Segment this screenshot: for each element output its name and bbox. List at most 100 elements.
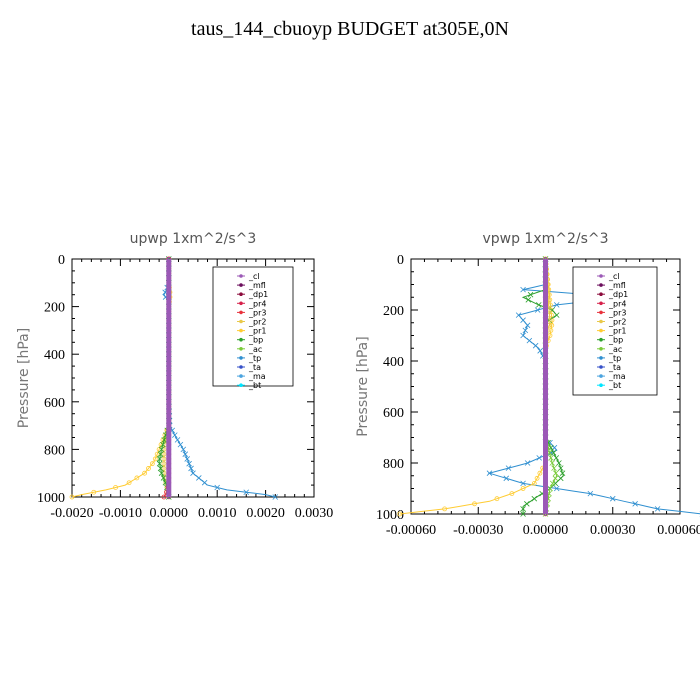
vpwp-marker-tp [520, 317, 526, 323]
upwp-legend-marker [239, 301, 243, 306]
vpwp-marker-cl [543, 308, 548, 312]
vpwp-legend-label: _bt [608, 381, 621, 390]
vpwp-legend-box [572, 266, 658, 396]
upwp-marker-cl [166, 485, 171, 490]
upwp-marker-cl [166, 295, 171, 299]
vpwp-marker-bp [553, 312, 560, 318]
vpwp-marker-bp [527, 291, 534, 298]
vpwp-legend-marker [599, 337, 603, 342]
upwp-marker-cl [166, 452, 171, 457]
vpwp-marker-cl [543, 333, 548, 338]
upwp-marker-tp [272, 494, 279, 500]
vpwp-marker-bp [550, 450, 557, 456]
upwp-marker-tp [188, 465, 194, 472]
vpwp-marker-ac [547, 485, 553, 492]
upwp-marker-tp [186, 460, 192, 467]
upwp-marker-cl [166, 480, 171, 485]
upwp-marker-cl [166, 404, 171, 409]
vpwp-marker-cl [543, 374, 548, 379]
chart-vpwp: vpwp 1xm^2/s^3 Pressure [hPa] 0 200 400 600 80… [355, 231, 700, 538]
upwp-marker-bp [161, 437, 168, 443]
upwp-marker-tp [243, 489, 250, 496]
vpwp-marker-ac [549, 460, 556, 466]
upwp-marker-cl [166, 461, 171, 466]
vpwp-marker-cl [543, 491, 548, 496]
vpwp-marker-cl [543, 379, 548, 384]
upwp-marker-pr1 [160, 437, 166, 443]
vpwp-marker-bp [531, 495, 538, 502]
vpwp-legend-label: _ac [608, 345, 622, 354]
upwp-marker-bp [157, 465, 164, 472]
vpwp-marker-cl [543, 313, 548, 318]
upwp-legend-label: _cl [248, 272, 260, 281]
upwp-marker-cl [166, 318, 171, 323]
vpwp-ytick-label: 800 [383, 457, 404, 472]
upwp-marker-cl [166, 442, 171, 447]
upwp-series-group [69, 256, 279, 500]
vpwp-marker-cl [543, 292, 548, 297]
vpwp-marker-cl [543, 471, 548, 476]
vpwp-marker-tp [654, 506, 661, 512]
upwp-marker-cl [166, 266, 171, 271]
vpwp-marker-tp [553, 302, 560, 308]
vpwp-marker-cl [543, 501, 548, 506]
vpwp-marker-cl [543, 425, 548, 430]
upwp-marker-pr1 [113, 485, 118, 490]
upwp-marker-cl [166, 418, 171, 423]
upwp-marker-cl [166, 376, 171, 380]
vpwp-marker-tp [520, 332, 526, 339]
vpwp-legend-label: _cl [608, 272, 620, 281]
upwp-marker-cl [166, 314, 171, 319]
upwp-marker-cl [166, 338, 171, 342]
upwp-xtick-label: -0.0010 [99, 506, 142, 521]
upwp-marker-pr2 [161, 451, 167, 457]
upwp-xtick-label: 0.0000 [150, 506, 189, 521]
upwp-marker-tp [214, 484, 220, 491]
upwp-legend-label: _mfl [248, 281, 266, 290]
upwp-ylabel: Pressure [hPa] [16, 328, 32, 428]
vpwp-marker-tp [524, 460, 531, 466]
vpwp-marker-pr1 [472, 501, 477, 507]
upwp-legend-box [212, 266, 294, 387]
vpwp-marker-bp [524, 501, 530, 507]
upwp-marker-pr1 [91, 489, 97, 495]
vpwp-marker-tp [532, 342, 539, 349]
vpwp-marker-bp [548, 444, 554, 451]
upwp-marker-tp [177, 441, 184, 448]
upwp-ytick-label: 0 [58, 253, 65, 268]
vpwp-marker-cl [543, 455, 548, 460]
vpwp-legend-marker [599, 301, 603, 306]
upwp-marker-cl [166, 366, 171, 371]
upwp-ytick-label: 1000 [37, 491, 65, 506]
upwp-marker-pr1 [146, 466, 151, 471]
upwp-marker-pr1 [152, 456, 158, 462]
upwp-marker-cl [166, 409, 171, 414]
vpwp-xtick-label: 0.00060 [657, 523, 700, 538]
vpwp-marker-cl [543, 476, 548, 481]
upwp-marker-cl [166, 399, 171, 404]
vpwp-marker-cl [543, 430, 548, 435]
vpwp-ytick-label: 1000 [376, 508, 404, 523]
upwp-marker-pr2 [161, 461, 167, 467]
upwp-marker-cl [166, 357, 171, 361]
upwp-marker-tp [190, 470, 196, 476]
upwp-marker-pr1 [134, 475, 140, 481]
vpwp-marker-tp [505, 465, 512, 471]
upwp-marker-cl [166, 309, 171, 314]
upwp-marker-cl [166, 323, 171, 328]
vpwp-marker-cl [543, 369, 548, 374]
upwp-legend-marker [239, 328, 243, 333]
vpwp-marker-cl [543, 262, 548, 267]
upwp-marker-cl [166, 490, 171, 495]
upwp-marker-cl [166, 466, 171, 471]
vpwp-legend-label: _ma [608, 372, 626, 381]
vpwp-ytick-label: 0 [397, 253, 404, 268]
upwp-ytick-label: 800 [44, 443, 65, 458]
upwp-marker-tp [201, 479, 208, 486]
vpwp-marker-cl [543, 450, 548, 455]
upwp-marker-cl [166, 361, 171, 366]
upwp-marker-cl [166, 428, 171, 433]
upwp-marker-pr2 [161, 456, 167, 462]
vpwp-marker-bp [553, 455, 560, 461]
vpwp-legend-label: _ta [608, 363, 621, 372]
